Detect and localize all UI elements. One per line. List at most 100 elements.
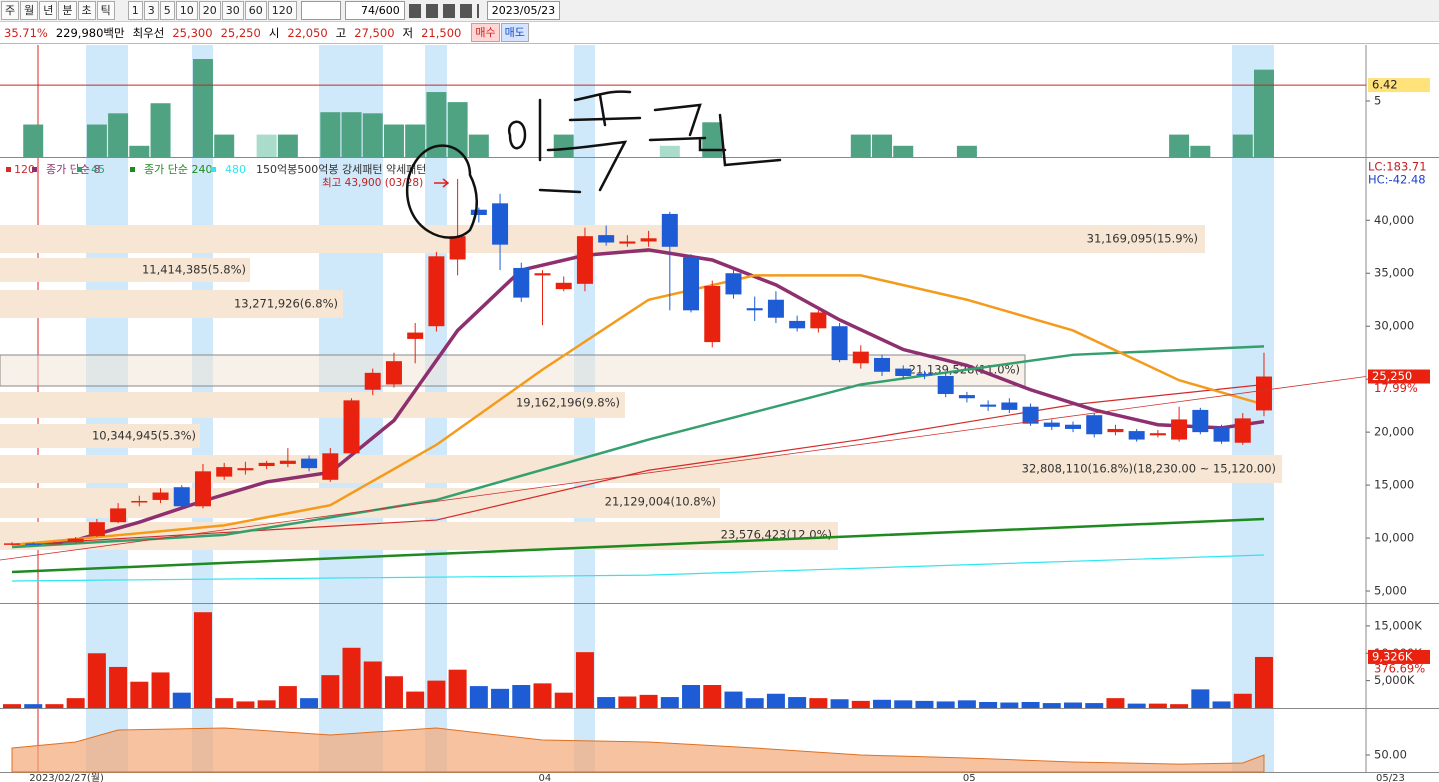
profile-label: 31,169,095(15.9%)	[1087, 232, 1198, 246]
moving-average	[11, 248, 1265, 548]
moving-average	[11, 345, 1265, 549]
current-value-label: 25,250	[1372, 369, 1412, 383]
interval-button[interactable]: 1	[127, 1, 143, 20]
candle-body	[725, 273, 742, 295]
profile-band	[0, 258, 250, 282]
current-price-line	[0, 376, 1367, 561]
volume-bar	[1021, 701, 1040, 708]
legend-swatch	[211, 167, 216, 172]
candle-body	[131, 500, 148, 503]
quote-best-label: 최우선	[132, 25, 165, 40]
current-value-box	[1368, 369, 1430, 384]
period-button[interactable]: 틱	[96, 1, 115, 20]
period-button[interactable]: 년	[39, 1, 58, 20]
interval-button[interactable]: 120	[267, 1, 297, 20]
profile-band	[0, 522, 838, 550]
volume-bar	[660, 697, 679, 708]
volume-bar	[491, 688, 510, 708]
current-value-label: 6.42	[1372, 78, 1398, 92]
interval-button[interactable]: 60	[244, 1, 267, 20]
candle-body	[4, 543, 20, 545]
candle-body	[895, 368, 912, 376]
y-tick-label: 40,000	[1374, 213, 1414, 227]
volume-bar	[618, 696, 637, 708]
legend-label: 종가 단순 8	[46, 163, 100, 176]
volume-bar	[172, 692, 191, 708]
y-tick-label: 30,000	[1374, 319, 1414, 333]
candle-body	[343, 400, 360, 454]
indicator-bar	[341, 112, 362, 157]
interval-button[interactable]: 30	[221, 1, 244, 20]
legend-swatch	[32, 167, 37, 172]
legend-swatch	[77, 167, 82, 172]
candle-body	[428, 256, 445, 327]
profile-band	[0, 455, 1282, 483]
legend-label: 120	[14, 163, 35, 176]
x-tick-label: 05	[963, 773, 976, 782]
chart: 5,00010,00015,00020,00025,00030,00035,00…	[0, 45, 1439, 782]
indicator-bar	[214, 134, 235, 157]
candle-body	[746, 308, 763, 311]
current-ratio: 376.69%	[1374, 661, 1425, 675]
volume-bar	[682, 685, 701, 708]
area	[11, 727, 1265, 773]
y-tick-label: 5	[1374, 94, 1381, 108]
candle-body	[301, 458, 318, 469]
period-button[interactable]: 분	[58, 1, 77, 20]
current-value-box	[1368, 78, 1430, 93]
volume-bar	[1106, 698, 1125, 708]
quote-amount: 229,980백만	[55, 25, 125, 40]
tool-icons[interactable]	[408, 3, 479, 18]
profile-band	[0, 290, 343, 318]
sell-button[interactable]: 매도	[500, 23, 529, 42]
interval-button[interactable]: 10	[175, 1, 198, 20]
quote-best-ask: 25,300	[172, 25, 213, 40]
volume-bar	[597, 697, 616, 708]
dropdown[interactable]	[300, 1, 341, 20]
candle-body	[364, 372, 381, 390]
date-input[interactable]: 2023/05/23	[486, 1, 561, 20]
buy-button[interactable]: 매수	[471, 23, 500, 42]
volume-bar	[384, 676, 403, 708]
indicator-bar	[192, 59, 213, 157]
period-button[interactable]: 월	[20, 1, 39, 20]
interval-button[interactable]: 5	[159, 1, 175, 20]
period-button[interactable]: 초	[77, 1, 96, 20]
volume-bar	[321, 675, 340, 708]
y-tick-label: 15,000K	[1374, 618, 1422, 632]
volume-bar	[3, 704, 21, 708]
candle-body	[937, 375, 954, 395]
candle-body	[194, 471, 211, 507]
period-button[interactable]: 주	[1, 1, 20, 20]
candle-body	[1171, 419, 1188, 440]
legend-swatch	[6, 167, 11, 172]
volume-bar	[809, 698, 828, 708]
indicator-label: LC:183.71	[1368, 160, 1427, 174]
candle-body	[789, 320, 806, 329]
interval-button[interactable]: 20	[198, 1, 221, 20]
candle-body	[25, 543, 42, 545]
volume-bar	[894, 700, 913, 708]
volume-bar	[915, 700, 934, 708]
moving-average	[11, 517, 1265, 574]
indicator-bar	[362, 113, 383, 157]
interval-button[interactable]: 3	[143, 1, 159, 20]
volume-bar	[406, 691, 425, 708]
volume-bar	[1254, 656, 1273, 708]
candle-body	[767, 299, 784, 318]
y-tick-label: 50.00	[1374, 747, 1407, 761]
count-input[interactable]: 74/600	[344, 1, 405, 20]
volume-bar	[257, 700, 276, 708]
profile-label: 11,414,385(5.8%)	[142, 263, 246, 277]
profile-band	[0, 424, 200, 448]
volume-bar	[300, 698, 319, 708]
volume-bar	[427, 680, 446, 708]
candle-body	[46, 542, 63, 545]
volume-bar	[1127, 703, 1146, 708]
current-value-box	[1368, 649, 1430, 664]
volume-bar	[1212, 701, 1231, 708]
indicator-bar	[1190, 145, 1211, 157]
candle-body	[1213, 426, 1230, 442]
high-arrow	[434, 178, 450, 188]
